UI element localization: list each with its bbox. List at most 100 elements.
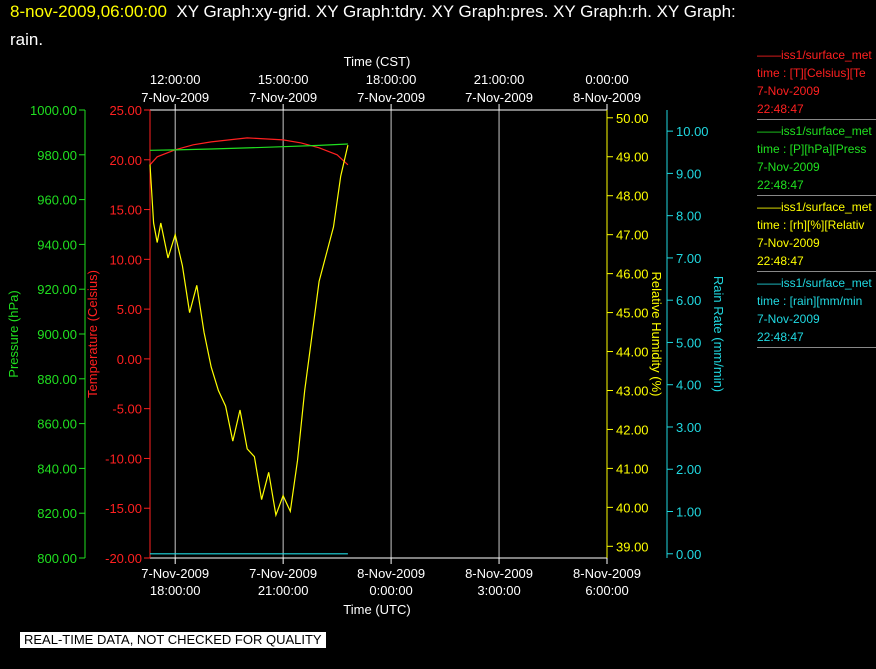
series-layer [149, 137, 349, 555]
bottom-tick-time: 0:00:00 [369, 583, 412, 598]
graph-list-continued: rain. [10, 30, 44, 49]
rain-tick-label: 6.00 [676, 293, 701, 308]
humidity-tick-label: 45.00 [616, 306, 649, 321]
bottom-tick-date: 7-Nov-2009 [249, 566, 317, 581]
bottom-axis-title: Time (UTC) [343, 602, 410, 617]
axes [79, 104, 673, 564]
xy-chart: 7-Nov-2009 18:00:00 7-Nov-2009 21:00:00 8-No… [6, 54, 726, 617]
humidity-tick-label: 47.00 [616, 228, 649, 243]
top-tick-date: 8-Nov-2009 [573, 90, 641, 105]
graph-list: XY Graph:xy-grid. XY Graph:tdry. XY Grap… [176, 2, 736, 21]
humidity-tick-label: 48.00 [616, 189, 649, 204]
humidity-tick-label: 46.00 [616, 267, 649, 282]
bottom-tick-time: 6:00:00 [585, 583, 628, 598]
pressure-tick-label: 820.00 [37, 506, 77, 521]
humidity-axis-label: Relative Humidity (%) [649, 272, 664, 397]
temperature-tick-label: 15.00 [109, 203, 142, 218]
rain-tick-label: 4.00 [676, 378, 701, 393]
bottom-tick-time: 3:00:00 [477, 583, 520, 598]
temperature-axis-label: Temperature (Celsius) [85, 270, 100, 398]
bottom-tick-date: 7-Nov-2009 [141, 566, 209, 581]
legend-time: 22:48:47 [757, 254, 804, 268]
top-tick-date: 7-Nov-2009 [357, 90, 425, 105]
series-line-humidity [149, 144, 349, 518]
humidity-tick-label: 49.00 [616, 150, 649, 165]
pressure-tick-label: 840.00 [37, 461, 77, 476]
temperature-tick-label: -5.00 [112, 402, 142, 417]
legend-date: 7-Nov-2009 [757, 312, 820, 326]
rain-tick-label: 0.00 [676, 547, 701, 562]
rain-tick-label: 5.00 [676, 335, 701, 350]
top-axis-title: Time (CST) [344, 54, 411, 69]
rain-tick-label: 10.00 [676, 124, 709, 139]
rain-axis-label: Rain Rate (mm/min) [711, 276, 726, 392]
humidity-tick-label: 40.00 [616, 500, 649, 515]
legend-name: ——iss1/surface_met [757, 200, 872, 214]
bottom-tick-date: 8-Nov-2009 [573, 566, 641, 581]
legend-date: 7-Nov-2009 [757, 84, 820, 98]
pressure-tick-label: 960.00 [37, 193, 77, 208]
temperature-tick-label: -20.00 [105, 551, 142, 566]
legend: ——iss1/surface_met time : [T][Celsius][Te… [757, 46, 876, 350]
pressure-tick-label: 860.00 [37, 417, 77, 432]
grid [174, 110, 608, 558]
pressure-tick-label: 920.00 [37, 282, 77, 297]
legend-field: time : [rh][%][Relativ [757, 218, 865, 232]
humidity-tick-label: 44.00 [616, 345, 649, 360]
page-title: 8-nov-2009,06:00:00 XY Graph:xy-grid. XY… [10, 2, 736, 22]
top-tick-date: 7-Nov-2009 [249, 90, 317, 105]
pressure-tick-label: 980.00 [37, 148, 77, 163]
legend-name: ——iss1/surface_met [757, 124, 872, 138]
legend-time: 22:48:47 [757, 330, 804, 344]
pressure-axis-label: Pressure (hPa) [6, 290, 21, 377]
top-tick-date: 7-Nov-2009 [465, 90, 533, 105]
pressure-tick-label: 940.00 [37, 237, 77, 252]
temperature-tick-label: 25.00 [109, 103, 142, 118]
legend-time: 22:48:47 [757, 102, 804, 116]
temperature-tick-label: 20.00 [109, 153, 142, 168]
series-line-pressure [149, 143, 348, 151]
rain-tick-label: 9.00 [676, 166, 701, 181]
date-label: 8-nov-2009,06:00:00 [10, 2, 167, 21]
bottom-tick-date: 8-Nov-2009 [357, 566, 425, 581]
temperature-tick-label: 10.00 [109, 252, 142, 267]
legend-time: 22:48:47 [757, 178, 804, 192]
legend-field: time : [T][Celsius][Te [757, 66, 866, 80]
pressure-tick-label: 880.00 [37, 372, 77, 387]
pressure-tick-label: 800.00 [37, 551, 77, 566]
temperature-tick-label: -10.00 [105, 451, 142, 466]
legend-name: ——iss1/surface_met [757, 276, 872, 290]
bottom-tick-date: 8-Nov-2009 [465, 566, 533, 581]
rain-tick-label: 3.00 [676, 420, 701, 435]
labels: 7-Nov-2009 18:00:00 7-Nov-2009 21:00:00 8-No… [6, 54, 726, 617]
top-tick-time: 21:00:00 [474, 72, 525, 87]
series-line-temperature [149, 137, 349, 166]
legend-date: 7-Nov-2009 [757, 236, 820, 250]
top-tick-time: 18:00:00 [366, 72, 417, 87]
top-tick-time: 15:00:00 [258, 72, 309, 87]
humidity-tick-label: 50.00 [616, 111, 649, 126]
quality-note: REAL-TIME DATA, NOT CHECKED FOR QUALITY [20, 632, 326, 648]
pressure-tick-label: 1000.00 [30, 103, 77, 118]
humidity-tick-label: 41.00 [616, 461, 649, 476]
legend-field: time : [P][hPa][Press [757, 142, 867, 156]
legend-name: ——iss1/surface_met [757, 48, 872, 62]
top-tick-time: 0:00:00 [585, 72, 628, 87]
humidity-tick-label: 42.00 [616, 422, 649, 437]
rain-tick-label: 8.00 [676, 209, 701, 224]
temperature-tick-label: 5.00 [117, 302, 142, 317]
top-tick-time: 12:00:00 [150, 72, 201, 87]
pressure-tick-label: 900.00 [37, 327, 77, 342]
rain-tick-label: 2.00 [676, 462, 701, 477]
legend-field: time : [rain][mm/min [757, 294, 863, 308]
bottom-tick-time: 18:00:00 [150, 583, 201, 598]
bottom-tick-time: 21:00:00 [258, 583, 309, 598]
legend-date: 7-Nov-2009 [757, 160, 820, 174]
rain-tick-label: 7.00 [676, 251, 701, 266]
rain-tick-label: 1.00 [676, 505, 701, 520]
humidity-tick-label: 39.00 [616, 539, 649, 554]
temperature-tick-label: 0.00 [117, 352, 142, 367]
